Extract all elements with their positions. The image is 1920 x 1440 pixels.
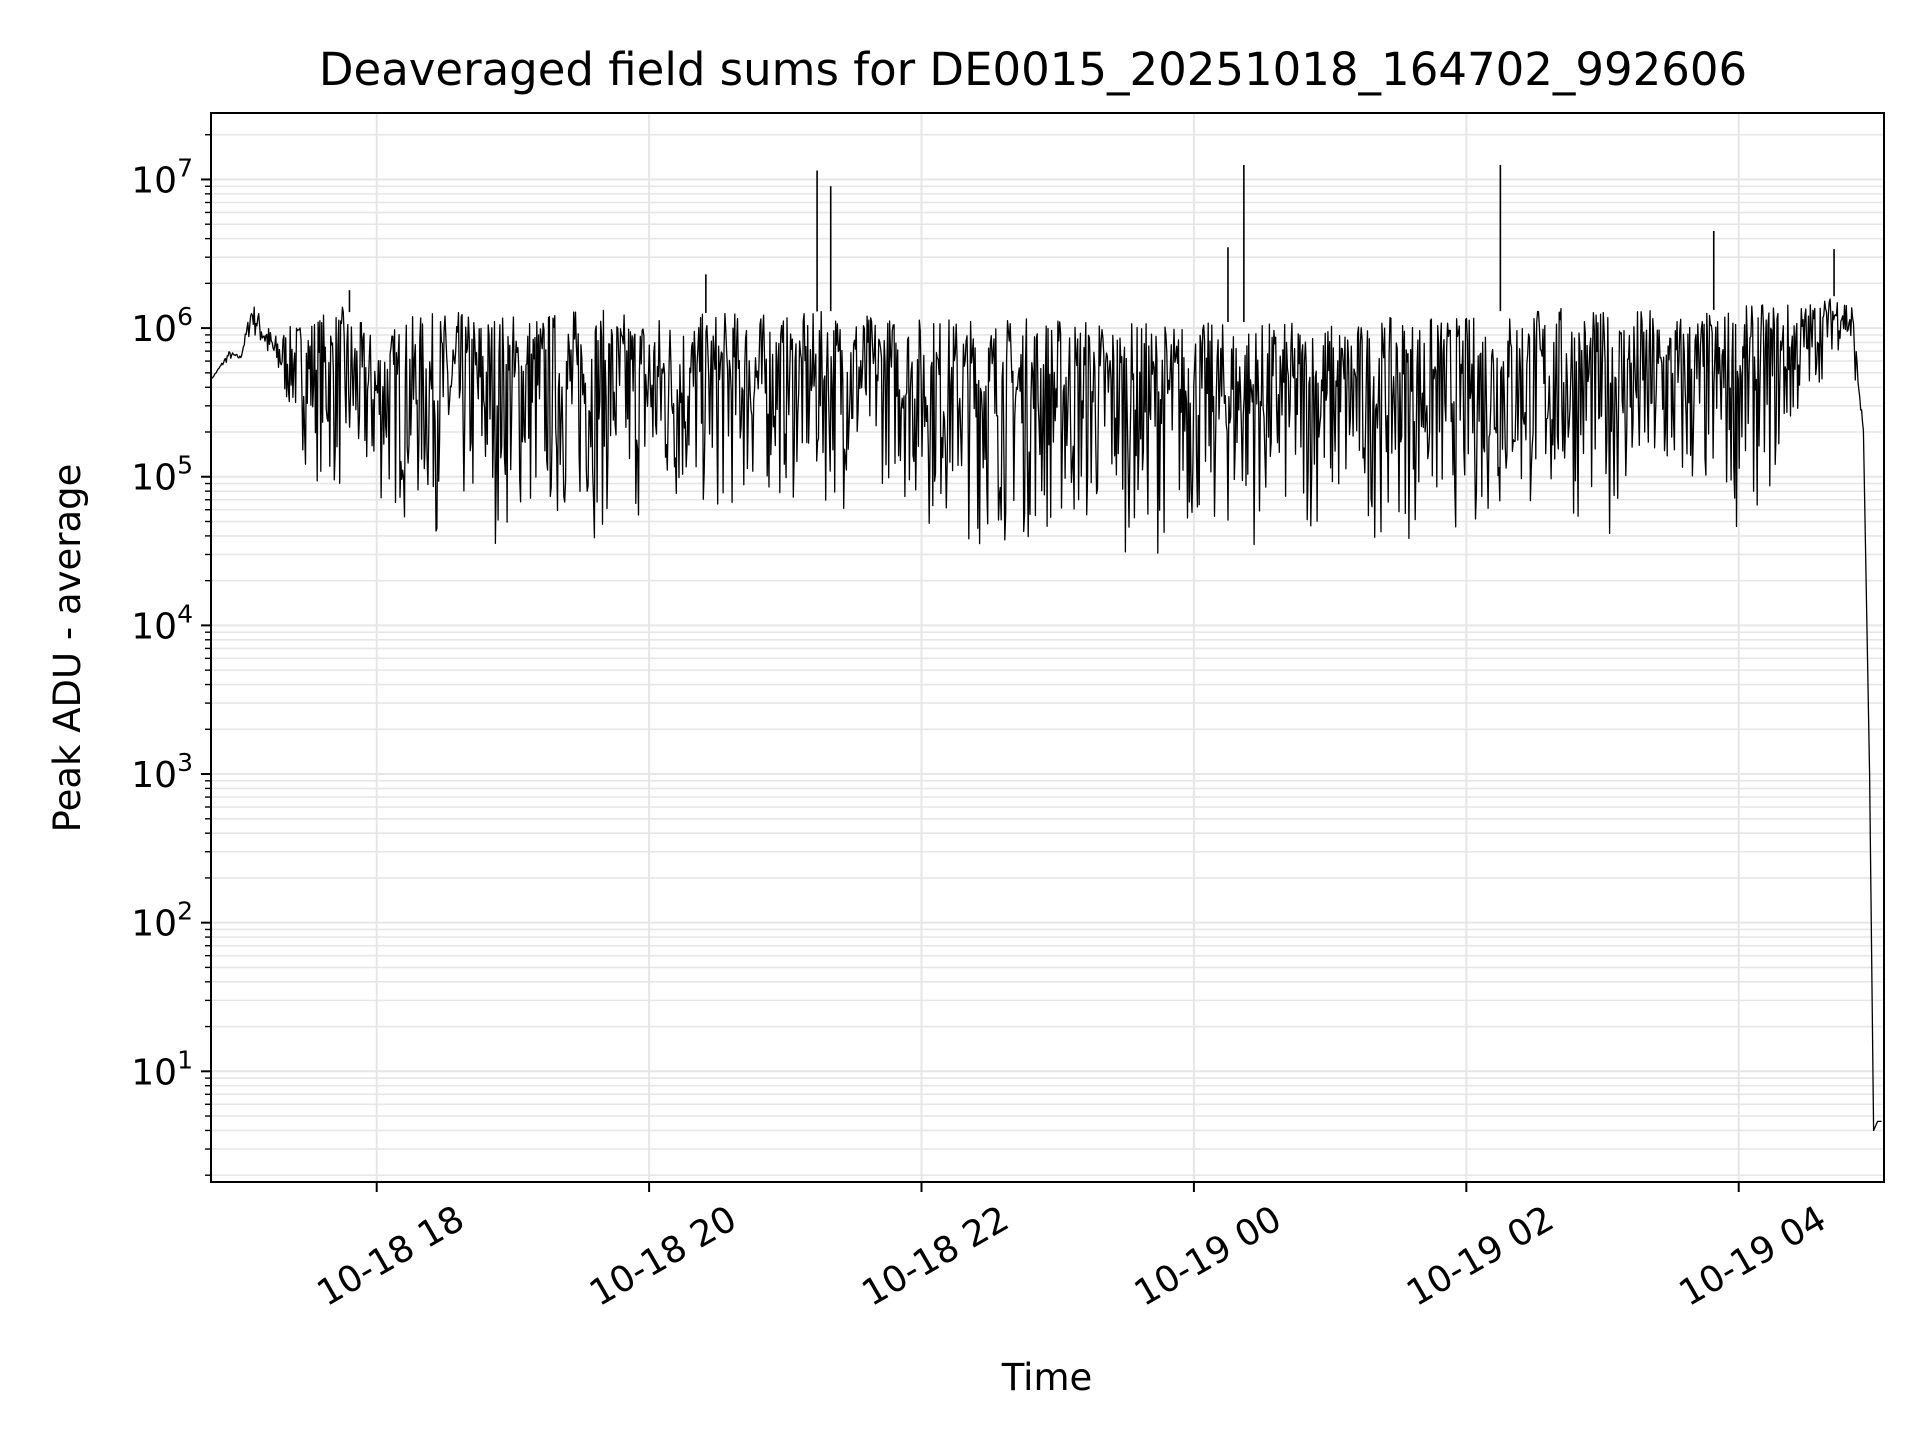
y-tick-label: 104 xyxy=(131,599,193,647)
y-axis: 101 102 103 104 105 106 107 xyxy=(131,134,211,1176)
y-tick-label: 101 xyxy=(131,1045,193,1093)
plot-area xyxy=(210,112,1885,1183)
y-tick-label: 105 xyxy=(131,451,193,499)
grid xyxy=(211,113,1884,1182)
chart-title: Deaveraged field sums for DE0015_2025101… xyxy=(319,43,1747,96)
x-tick-label: 10-19 02 xyxy=(1400,1198,1561,1314)
x-axis-label: Time xyxy=(1001,1356,1093,1399)
series-line xyxy=(210,298,1882,1132)
y-tick-label: 102 xyxy=(131,897,193,945)
x-tick-label: 10-18 18 xyxy=(311,1198,472,1314)
y-axis-label: Peak ADU - average xyxy=(46,464,89,833)
x-tick-label: 10-18 22 xyxy=(855,1198,1016,1314)
y-tick-label: 103 xyxy=(131,748,193,796)
x-tick-label: 10-18 20 xyxy=(583,1198,744,1314)
y-tick-label: 107 xyxy=(131,153,193,201)
series-0 xyxy=(210,165,1882,1132)
x-tick-label: 10-19 00 xyxy=(1128,1198,1289,1314)
x-tick-label: 10-19 04 xyxy=(1673,1198,1834,1314)
x-axis: 10-18 18 10-18 20 10-18 22 10-19 00 10-19 02… xyxy=(311,1182,1834,1315)
y-tick-label: 106 xyxy=(131,302,193,350)
